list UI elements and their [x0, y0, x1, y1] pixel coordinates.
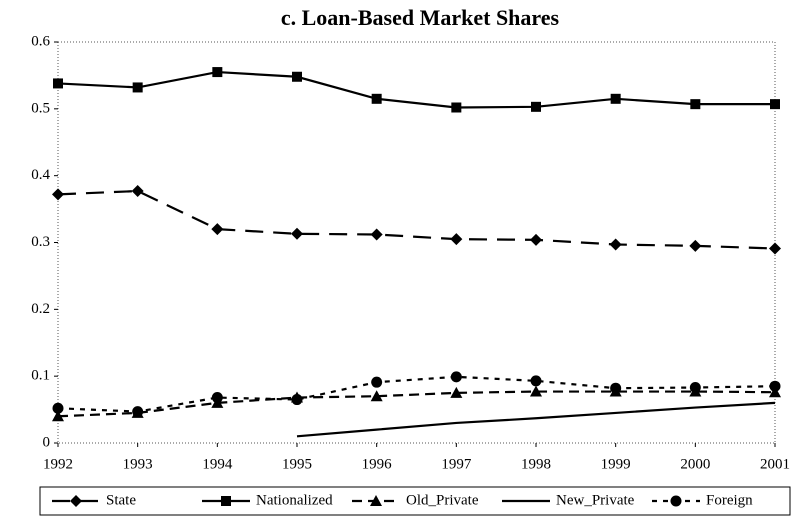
marker — [370, 495, 382, 506]
legend-box — [39, 486, 791, 516]
x-tick-label: 1992 — [43, 456, 73, 472]
marker — [132, 406, 144, 418]
marker — [52, 188, 64, 201]
marker — [690, 99, 701, 110]
marker — [610, 93, 621, 104]
legend-label: Foreign — [706, 492, 753, 508]
marker — [530, 375, 542, 387]
marker — [52, 410, 64, 422]
marker — [610, 382, 622, 394]
marker — [291, 227, 303, 240]
series-line — [57, 70, 775, 109]
y-tick-label: 0.1 — [31, 368, 50, 384]
marker — [530, 385, 542, 397]
x-tick-label: 1997 — [441, 456, 472, 472]
series-line — [296, 401, 776, 438]
x-tick-label: 2000 — [680, 456, 710, 472]
marker — [132, 82, 143, 93]
x-tick-label: 1999 — [601, 456, 631, 472]
marker — [371, 93, 382, 104]
legend-label: Nationalized — [256, 492, 333, 508]
x-tick-label: 1994 — [202, 456, 233, 472]
marker — [609, 238, 622, 251]
y-tick-label: 0.6 — [31, 33, 50, 49]
marker — [291, 394, 303, 406]
chart-title: c. Loan-Based Market Shares — [281, 5, 560, 30]
y-tick-label: 0.5 — [31, 100, 50, 116]
marker — [530, 233, 542, 246]
marker — [370, 228, 383, 241]
marker — [450, 371, 462, 383]
marker — [370, 390, 383, 402]
plot-area — [57, 41, 776, 444]
marker — [670, 495, 682, 507]
marker — [689, 239, 702, 252]
marker — [52, 402, 64, 414]
marker — [689, 382, 701, 394]
legend-label: Old_Private — [406, 492, 479, 508]
marker — [211, 392, 223, 404]
marker — [531, 101, 541, 112]
marker — [371, 376, 383, 388]
x-tick-label: 2001 — [760, 456, 790, 472]
marker — [770, 99, 780, 110]
y-tick-label: 0.4 — [31, 167, 50, 183]
marker — [769, 380, 781, 392]
x-tick-label: 1995 — [282, 456, 312, 472]
series-line — [57, 189, 776, 250]
marker — [131, 185, 144, 198]
marker — [211, 223, 224, 236]
marker — [221, 496, 231, 506]
legend-label: State — [106, 492, 136, 508]
y-tick-label: 0.2 — [31, 301, 50, 317]
marker — [769, 242, 781, 255]
series-line — [57, 390, 776, 418]
marker — [450, 233, 463, 246]
marker — [53, 78, 63, 89]
legend-label: New_Private — [556, 492, 635, 508]
y-tick-label: 0.3 — [31, 234, 50, 250]
marker — [292, 71, 302, 82]
marker — [451, 102, 462, 113]
marker — [769, 386, 781, 398]
x-tick-label: 1998 — [521, 456, 551, 472]
y-tick-label: 0 — [43, 434, 51, 450]
marker — [212, 67, 223, 78]
marker — [450, 386, 463, 398]
x-tick-label: 1996 — [362, 456, 393, 472]
marker — [70, 495, 82, 507]
x-tick-label: 1993 — [123, 456, 153, 472]
